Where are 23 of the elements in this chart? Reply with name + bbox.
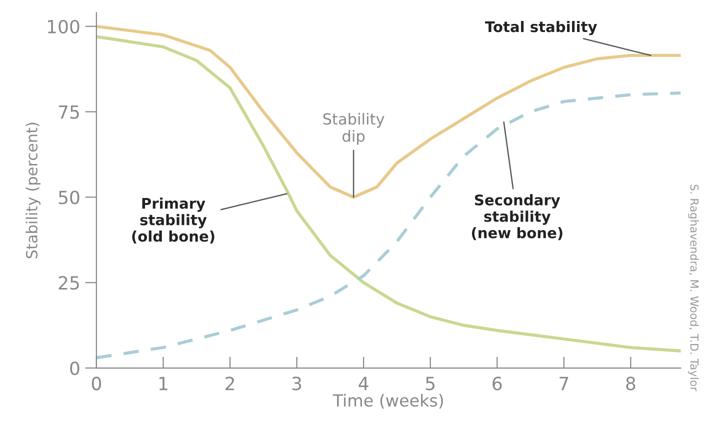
x-tick-label: 1 (159, 376, 168, 390)
line-series (96, 91, 681, 360)
annotation: Primary stability (old bone) (132, 198, 214, 244)
x-tick-label: 0 (92, 376, 101, 390)
text: S. Raghavendra, M. Wood, T.D. Taylor (688, 184, 699, 392)
x-tick-label: 4 (358, 376, 368, 390)
x-axis-title: Time (weeks) (332, 394, 443, 409)
x-tick-label: 6 (492, 376, 502, 390)
y-tick-label: 100 (48, 20, 80, 34)
y-tick-label: 25 (58, 276, 79, 290)
x-tick-label: 3 (292, 376, 302, 390)
x-tick-label: 8 (626, 376, 636, 390)
x-tick-label: 2 (226, 376, 234, 390)
annotation: Stability dip (323, 112, 384, 145)
line-series (96, 35, 681, 352)
x-tick-label: 7 (560, 376, 568, 390)
y-axis-title: Stability (percent) (26, 122, 40, 258)
annotation: Secondary stability (new bone) (472, 194, 562, 240)
y-tick-label: 75 (58, 105, 79, 119)
x-tick-label: 5 (426, 376, 435, 390)
annotation: Total stability (485, 20, 598, 36)
y-tick-label: 50 (58, 190, 80, 204)
y-tick-label: 0 (70, 361, 80, 376)
